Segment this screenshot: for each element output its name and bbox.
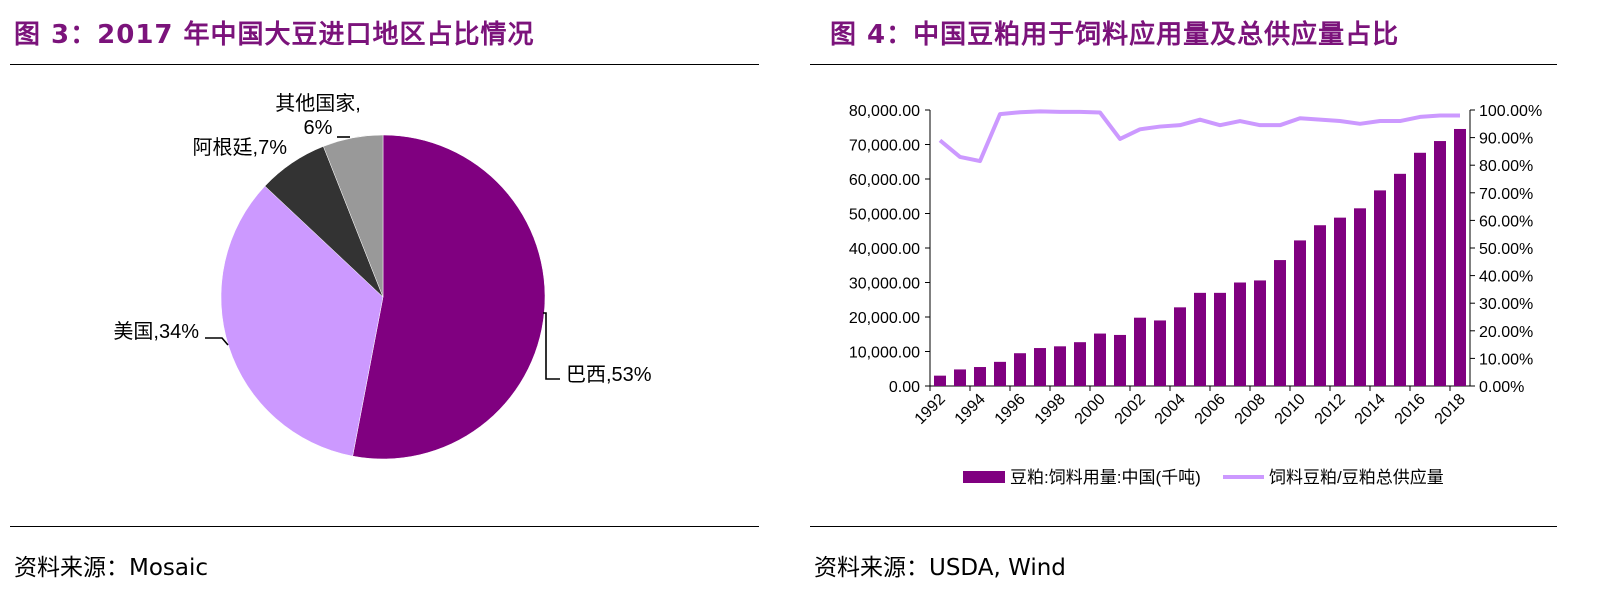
source-rule	[10, 526, 759, 527]
bar-2000	[1094, 333, 1106, 386]
right-axis-tick-label: 80.00%	[1479, 158, 1533, 175]
bar-2011	[1314, 225, 1326, 386]
bar-2016	[1414, 152, 1426, 386]
pie-label-others-line2: 6%	[304, 117, 333, 139]
bar-1998	[1054, 346, 1066, 386]
bar-2010	[1294, 240, 1306, 386]
left-axis-tick-label: 10,000.00	[849, 345, 920, 362]
pie-label-argentina: 阿根廷,7%	[193, 136, 288, 159]
bar-2004	[1174, 307, 1186, 386]
figure-4-source: 资料来源：USDA, Wind	[814, 555, 1066, 581]
x-axis-tick-label: 2008	[1232, 391, 1269, 428]
x-axis-tick-label: 1998	[1032, 391, 1069, 428]
leader-line-usa	[205, 337, 229, 346]
combo-chart: 0.00 10,000.00 20,000.00 30,000.00 40,000.00…	[849, 103, 1542, 487]
bar-2013	[1354, 208, 1366, 386]
pie-slice-其他国家	[323, 134, 384, 298]
title-rule	[810, 64, 1557, 65]
x-axis-tick-label: 2006	[1192, 391, 1229, 428]
bar-1992	[934, 375, 946, 386]
legend-label-bars: 豆粕:饲料用量:中国(千吨)	[1010, 468, 1201, 487]
x-axis-tick-label: 2000	[1072, 391, 1109, 428]
bar-2002	[1134, 317, 1146, 386]
bar-2017	[1434, 141, 1446, 386]
figure-3-title: 图 3：2017 年中国大豆进口地区占比情况	[14, 20, 535, 50]
figure-3-source: 资料来源：Mosaic	[14, 555, 209, 581]
title-rule	[10, 64, 759, 65]
x-axis-tick-label: 1996	[992, 391, 1029, 428]
right-axis-tick-label: 30.00%	[1479, 296, 1533, 313]
leader-line-brazil	[543, 312, 560, 380]
left-axis-tick-label: 60,000.00	[849, 172, 920, 189]
pie-figure-panel: 图 3：2017 年中国大豆进口地区占比情况 巴西,53% 美国,34% 阿根廷,7…	[0, 0, 780, 591]
x-axis-tick-label: 2014	[1352, 391, 1389, 428]
left-axis-tick-label: 50,000.00	[849, 207, 920, 224]
right-axis-tick-label: 90.00%	[1479, 131, 1533, 148]
right-axis-tick-label: 100.00%	[1479, 103, 1542, 120]
bar-2012	[1334, 217, 1346, 386]
bar-1996	[1014, 353, 1026, 386]
right-axis-tick-label: 40.00%	[1479, 269, 1533, 286]
left-axis-tick-label: 40,000.00	[849, 241, 920, 258]
pie-slice-美国	[220, 185, 384, 457]
x-axis-tick-label: 2002	[1112, 391, 1149, 428]
pie-chart: 巴西,53% 美国,34% 阿根廷,7% 其他国家,6%	[113, 92, 652, 460]
ratio-line	[938, 109, 1460, 164]
bar-1999	[1074, 342, 1086, 386]
x-axis-tick-label: 1994	[952, 391, 989, 428]
pie-label-others-line1: 其他国家,	[275, 92, 361, 115]
x-axis-tick-label: 2018	[1432, 391, 1469, 428]
bar-1995	[994, 361, 1006, 386]
right-axis-tick-label: 60.00%	[1479, 213, 1533, 230]
legend-label-line: 饲料豆粕/豆粕总供应量	[1269, 468, 1444, 487]
figure-4-title: 图 4：中国豆粕用于饲料应用量及总供应量占比	[830, 20, 1400, 50]
x-axis-tick-label: 1992	[912, 391, 949, 428]
legend-swatch-bars	[963, 471, 1005, 483]
bar-2006	[1214, 292, 1226, 386]
pie-label-brazil: 巴西,53%	[566, 364, 652, 386]
bar-figure-panel: 图 4：中国豆粕用于饲料应用量及总供应量占比 0.00 10,000.00 20,0…	[810, 0, 1609, 591]
bar-2008	[1254, 280, 1266, 386]
left-axis-tick-label: 80,000.00	[849, 103, 920, 120]
right-axis-tick-label: 20.00%	[1479, 324, 1533, 341]
right-axis-tick-label: 50.00%	[1479, 241, 1533, 258]
x-axis-tick-label: 2012	[1312, 391, 1349, 428]
right-axis-tick-label: 0.00%	[1479, 379, 1524, 396]
bar-2014	[1374, 190, 1386, 386]
bar-1993	[954, 369, 966, 386]
right-axis-tick-label: 10.00%	[1479, 351, 1533, 368]
bar-2005	[1194, 292, 1206, 386]
left-axis-tick-label: 20,000.00	[849, 310, 920, 327]
bar-2003	[1154, 320, 1166, 386]
bar-1997	[1034, 348, 1046, 386]
right-axis-tick-label: 70.00%	[1479, 186, 1533, 203]
x-axis-tick-label: 2016	[1392, 391, 1429, 428]
x-axis-tick-label: 2010	[1272, 391, 1309, 428]
x-axis-tick-label: 2004	[1152, 391, 1189, 428]
bar-2015	[1394, 173, 1406, 386]
left-axis-tick-label: 70,000.00	[849, 138, 920, 155]
bar-2001	[1114, 334, 1126, 386]
left-axis-tick-label: 30,000.00	[849, 276, 920, 293]
source-rule	[810, 526, 1557, 527]
bar-2018	[1454, 128, 1466, 386]
pie-label-usa: 美国,34%	[113, 320, 199, 343]
bar-1994	[974, 367, 986, 386]
bar-2009	[1274, 260, 1286, 386]
left-axis-tick-label: 0.00	[889, 379, 920, 396]
bar-2007	[1234, 282, 1246, 386]
